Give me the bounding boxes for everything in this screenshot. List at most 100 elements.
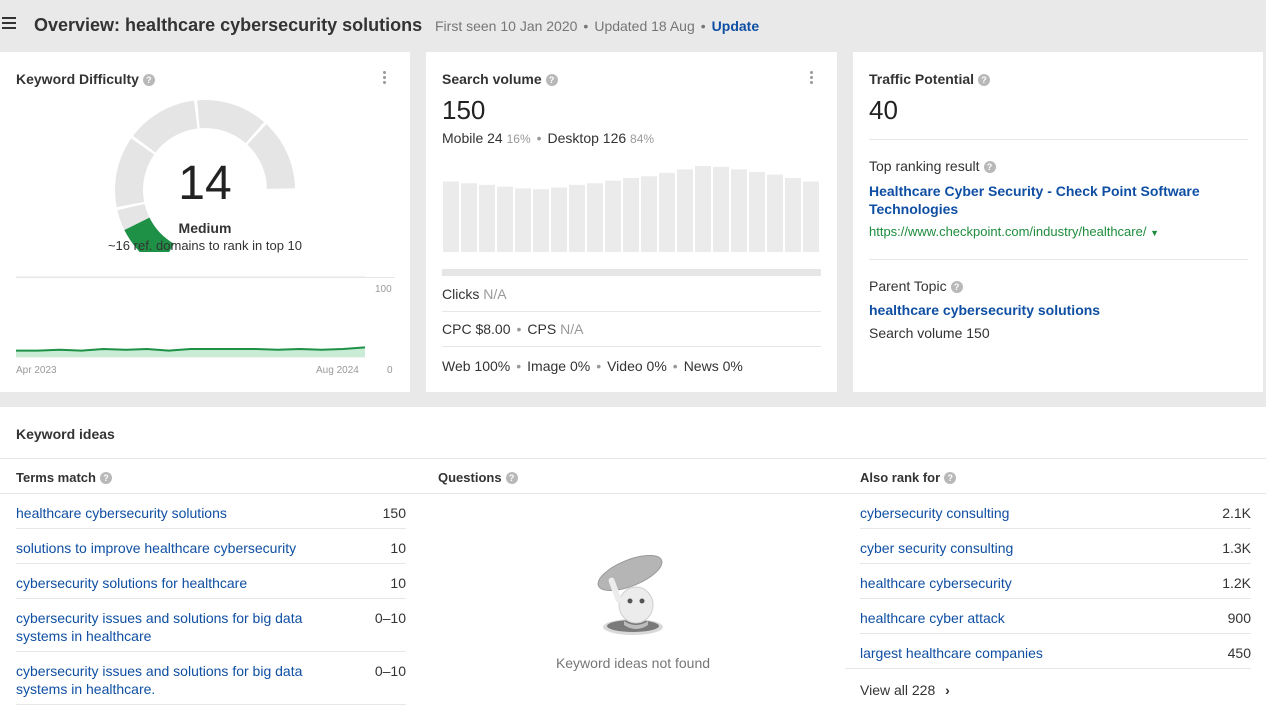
update-link[interactable]: Update <box>711 18 760 34</box>
questions-heading: Questions? <box>438 470 518 485</box>
sv-bar[interactable] <box>569 184 585 252</box>
chevron-right-icon[interactable]: › <box>945 682 950 698</box>
sv-bar[interactable] <box>767 174 783 252</box>
top-ranking-url-text[interactable]: https://www.checkpoint.com/industry/heal… <box>869 224 1147 239</box>
keyword-volume: 1.2K <box>1222 575 1251 591</box>
kd-chart-ymin: 0 <box>387 365 393 376</box>
help-icon[interactable]: ? <box>950 281 963 293</box>
divider <box>869 139 1248 140</box>
sv-bar[interactable] <box>677 169 693 252</box>
keyword-volume: 2.1K <box>1222 505 1251 521</box>
help-icon[interactable]: ? <box>99 472 112 484</box>
keyword-link[interactable]: cybersecurity issues and solutions for b… <box>16 610 303 644</box>
help-icon[interactable]: ? <box>944 472 957 484</box>
gauge-segment <box>197 100 265 144</box>
sv-chart-scrollbar[interactable] <box>442 269 821 276</box>
sv-bar[interactable] <box>731 169 747 252</box>
sv-device-split: Mobile 24 16% • Desktop 126 84% <box>442 130 654 146</box>
also-rank-for-heading: Also rank for? <box>860 470 957 485</box>
mascot-eye <box>639 598 645 604</box>
hamburger-menu-icon[interactable] <box>2 17 16 29</box>
parent-topic-volume: Search volume 150 <box>869 325 990 341</box>
gauge-segment <box>247 124 295 189</box>
parent-topic-label: Parent Topic? <box>869 278 963 294</box>
serp-features-row: Web 100% • Image 0% • Video 0% • News 0% <box>442 358 821 374</box>
help-icon[interactable]: ? <box>545 74 558 86</box>
sv-bar[interactable] <box>443 181 459 253</box>
questions-empty-text: Keyword ideas not found <box>555 655 711 671</box>
desktop-pct: 84% <box>630 132 655 146</box>
kd-title: Keyword Difficulty? <box>16 71 155 87</box>
sv-bar[interactable] <box>479 184 495 252</box>
sv-bar[interactable] <box>641 176 657 252</box>
first-seen: First seen 10 Jan 2020 <box>435 18 578 34</box>
keyword-volume: 10 <box>390 540 406 556</box>
clicks-value: N/A <box>483 286 507 302</box>
sv-bar[interactable] <box>497 186 513 252</box>
sv-bar[interactable] <box>659 172 675 252</box>
meta-dot: • <box>700 18 706 34</box>
meta-dot: • <box>583 18 589 34</box>
view-all-button[interactable]: View all 228 › <box>860 682 950 698</box>
mobile-volume: Mobile 24 <box>442 130 503 146</box>
keyword-volume: 0–10 <box>374 663 406 679</box>
kd-gauge <box>115 100 295 252</box>
help-icon[interactable]: ? <box>505 472 518 484</box>
clicks-row: Clicks N/A <box>442 286 821 302</box>
empty-state-illustration <box>597 555 663 635</box>
help-icon[interactable]: ? <box>983 161 996 173</box>
cps-value: N/A <box>560 321 584 337</box>
view-all-label[interactable]: View all 228 <box>860 682 936 698</box>
cpc-row: CPC $8.00 • CPS N/A <box>442 321 821 337</box>
mascot-paws <box>624 621 648 629</box>
list-item: cybersecurity issues and solutions for b… <box>16 609 406 652</box>
mascot-eye <box>627 598 633 604</box>
keyword-link[interactable]: cyber security consulting <box>860 540 1014 556</box>
sv-bar[interactable] <box>533 189 549 252</box>
keyword-volume: 1.3K <box>1222 540 1251 556</box>
keyword-link[interactable]: largest healthcare companies <box>860 645 1043 661</box>
top-ranking-result-link[interactable]: Healthcare Cyber Security - Check Point … <box>869 183 1200 217</box>
sv-bar[interactable] <box>803 181 819 253</box>
keyword-link[interactable]: solutions to improve healthcare cybersec… <box>16 540 297 556</box>
page-title: Overview: healthcare cybersecurity solut… <box>34 15 423 35</box>
keyword-link[interactable]: healthcare cyber attack <box>860 610 1005 626</box>
sv-trend-chart <box>442 166 821 276</box>
keyword-ideas-title: Keyword ideas <box>16 426 115 442</box>
help-icon[interactable]: ? <box>978 74 991 86</box>
sv-bar[interactable] <box>749 172 765 252</box>
keyword-link[interactable]: cybersecurity consulting <box>860 505 1010 521</box>
more-options-icon[interactable] <box>810 71 814 86</box>
keyword-link[interactable]: healthcare cybersecurity <box>860 575 1012 591</box>
cps-label: CPS <box>527 321 557 337</box>
sv-bar[interactable] <box>713 166 729 252</box>
parent-topic-link[interactable]: healthcare cybersecurity solutions <box>869 302 1101 318</box>
split-dot: • <box>536 130 542 146</box>
list-item: cybersecurity solutions for healthcare 1… <box>16 574 406 599</box>
sv-bar[interactable] <box>695 166 711 252</box>
keyword-link[interactable]: cybersecurity solutions for healthcare <box>16 575 248 591</box>
sv-bar[interactable] <box>551 187 567 253</box>
desktop-volume: Desktop 126 <box>547 130 627 146</box>
sv-bar[interactable] <box>515 188 531 252</box>
help-icon[interactable]: ? <box>142 74 155 86</box>
list-item: healthcare cybersecurity solutions 150 <box>16 504 406 529</box>
kd-title-text: Keyword Difficulty <box>16 71 139 87</box>
sv-bar[interactable] <box>785 178 801 252</box>
keyword-volume: 10 <box>390 575 406 591</box>
video-share: Video 0% <box>607 358 667 374</box>
list-item: solutions to improve healthcare cybersec… <box>16 539 406 564</box>
keyword-link[interactable]: cybersecurity issues and solutions for b… <box>16 663 303 697</box>
sv-bar[interactable] <box>461 183 477 252</box>
top-ranking-url[interactable]: https://www.checkpoint.com/industry/heal… <box>869 224 1159 239</box>
sv-bar[interactable] <box>623 178 639 252</box>
serp-dot: • <box>516 358 522 374</box>
tp-value: 40 <box>869 95 898 125</box>
keyword-link[interactable]: healthcare cybersecurity solutions <box>16 505 227 521</box>
kd-chart-xend: Aug 2024 <box>316 365 359 376</box>
more-options-icon[interactable] <box>383 71 387 86</box>
keyword-ideas-panel: Keyword ideas Terms match? Questions? Al… <box>0 407 1266 713</box>
caret-down-icon[interactable]: ▼ <box>1150 228 1160 238</box>
sv-bar[interactable] <box>587 183 603 252</box>
sv-bar[interactable] <box>605 180 621 252</box>
